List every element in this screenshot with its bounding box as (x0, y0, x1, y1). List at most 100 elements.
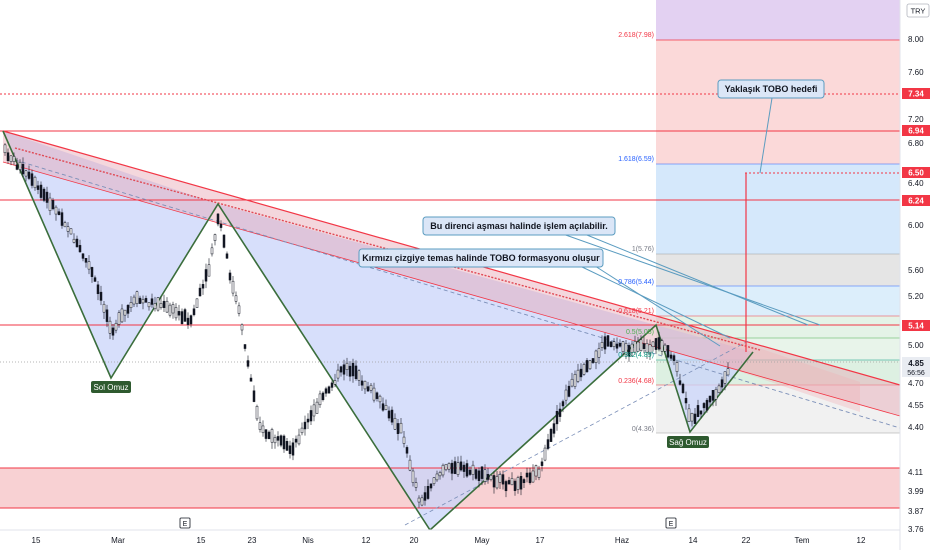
candle (693, 413, 697, 424)
candle (315, 401, 319, 414)
candle (213, 234, 217, 241)
candle (129, 302, 133, 308)
price-tick-label: 4.55 (908, 401, 924, 410)
candle (348, 365, 352, 377)
candle (273, 437, 277, 444)
left-shoulder-label[interactable]: Sol Omuz (91, 381, 131, 393)
candle (627, 345, 631, 357)
candle (582, 364, 586, 375)
candle (18, 161, 22, 170)
candle (375, 392, 379, 399)
candle (141, 299, 145, 304)
descending-channel[interactable] (3, 131, 900, 416)
candle (675, 362, 679, 372)
fib-label-05: 0.5(5.05) (626, 329, 654, 336)
candle (219, 223, 223, 228)
candle (339, 366, 343, 373)
callout-target-text: Yaklaşık TOBO hedefi (725, 84, 818, 94)
candle (132, 296, 136, 305)
candle (552, 423, 556, 434)
fib-label-0236: 0.236(4.68) (618, 378, 654, 385)
candle (678, 380, 682, 385)
candle (138, 297, 142, 304)
candle (105, 309, 109, 322)
fib-label-0618: 0.618(5.21) (618, 308, 654, 315)
candle (57, 211, 61, 215)
svg-text:6.24: 6.24 (908, 197, 924, 206)
candle (147, 302, 151, 308)
fib-zone-top (656, 0, 900, 40)
candle (294, 438, 298, 443)
earnings-marker-1[interactable]: E (179, 517, 191, 529)
svg-text:5.14: 5.14 (908, 322, 924, 331)
candle (462, 464, 466, 472)
candle (267, 431, 271, 440)
candle (594, 350, 598, 363)
svg-text:4.85: 4.85 (908, 359, 924, 368)
candle (579, 368, 583, 378)
callout-breakout[interactable]: Bu direnci aşması halinde işlem açılabil… (422, 216, 616, 236)
svg-text:56:56: 56:56 (907, 370, 925, 377)
price-axis[interactable]: 8.00 7.60 7.20 6.80 6.40 6.00 5.60 5.20 5.00 4.70… (899, 0, 932, 550)
candle (507, 480, 511, 485)
candle (249, 377, 253, 382)
price-candles[interactable] (3, 143, 730, 508)
time-tick-label: 17 (536, 536, 545, 545)
candle (384, 405, 388, 410)
callout-target[interactable]: Yaklaşık TOBO hedefi (717, 79, 825, 99)
candle (585, 360, 589, 373)
candle (12, 156, 16, 162)
head-triangle[interactable] (218, 204, 656, 530)
candle (570, 378, 574, 387)
callout-connectors (559, 97, 821, 347)
candle (180, 311, 184, 325)
candle (621, 341, 625, 353)
candle (603, 336, 607, 350)
candle (330, 382, 334, 388)
candle (258, 422, 262, 430)
price-tick-label: 5.20 (908, 292, 924, 301)
candle (543, 447, 547, 461)
candle (336, 369, 340, 379)
candle (369, 384, 373, 391)
candle (429, 483, 433, 489)
candle (36, 185, 40, 190)
fib-zone-2618-1618 (656, 40, 900, 164)
left-shoulder-triangle[interactable] (3, 131, 218, 378)
candle (606, 335, 610, 347)
candle (225, 253, 229, 259)
candle (27, 171, 31, 179)
time-tick-label: Mar (111, 536, 125, 545)
candle (465, 463, 469, 477)
candle (666, 345, 670, 358)
candle (114, 322, 118, 331)
price-tag-514: 5.14 (902, 320, 930, 331)
candle (240, 324, 244, 331)
candle (99, 291, 103, 301)
candle (381, 403, 385, 411)
candle (279, 435, 283, 446)
right-shoulder-label[interactable]: Sağ Omuz (667, 436, 709, 448)
earnings-marker-2[interactable]: E (665, 517, 677, 529)
callout-red-line-text: Kırmızı çizgiye temas halinde TOBO forma… (362, 253, 600, 263)
fib-zone-1618-1 (656, 164, 900, 254)
price-tick-label: 5.00 (908, 341, 924, 350)
candle (435, 473, 439, 481)
candle (252, 390, 256, 402)
candle (624, 343, 628, 355)
currency-button[interactable]: TRY (906, 3, 930, 18)
time-tick-label: May (474, 536, 489, 545)
price-tick-label: 5.60 (908, 266, 924, 275)
candle (327, 386, 331, 394)
time-axis[interactable]: 15 Mar 15 23 Nis 12 20 May 17 Haz 14 22 Tem 12 E E (0, 517, 900, 550)
candle (519, 476, 523, 490)
candle (660, 340, 664, 352)
price-tick-label: 7.20 (908, 115, 924, 124)
candle (669, 354, 673, 359)
candle (201, 284, 205, 289)
candle (636, 341, 640, 352)
candle (672, 355, 676, 361)
callout-red-line[interactable]: Kırmızı çizgiye temas halinde TOBO forma… (358, 248, 604, 268)
time-tick-label: 12 (362, 536, 371, 545)
